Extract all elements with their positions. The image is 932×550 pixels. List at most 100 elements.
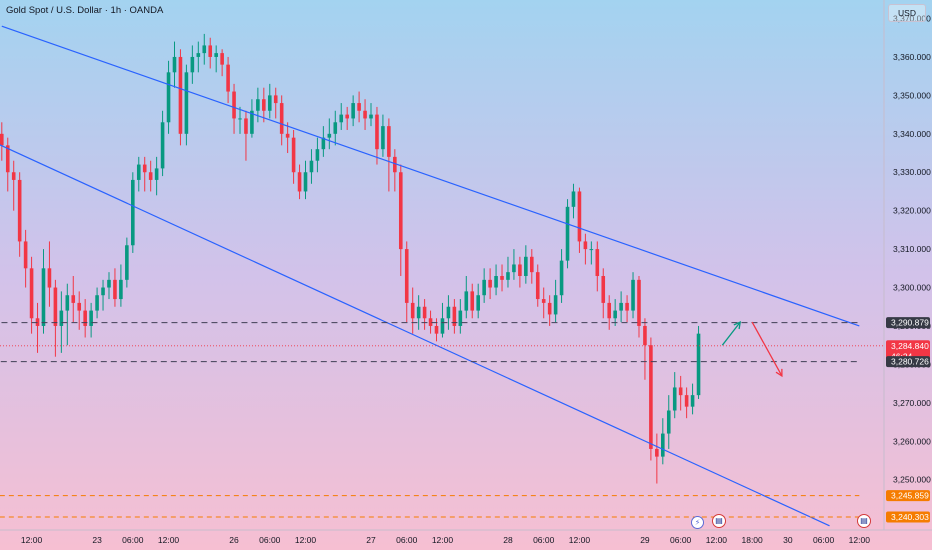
candle[interactable] <box>607 295 612 330</box>
drawings[interactable] <box>0 25 884 527</box>
candle[interactable] <box>214 45 218 73</box>
candle[interactable] <box>131 172 135 253</box>
candle[interactable] <box>428 310 433 334</box>
candle[interactable] <box>315 137 320 173</box>
candle[interactable] <box>506 256 510 288</box>
candle[interactable] <box>190 45 195 84</box>
candle[interactable] <box>148 160 153 192</box>
candle[interactable] <box>142 156 147 192</box>
candle[interactable] <box>113 268 117 307</box>
candle[interactable] <box>262 87 266 123</box>
candle[interactable] <box>29 256 34 334</box>
candle[interactable] <box>95 287 99 319</box>
candle[interactable] <box>559 249 564 303</box>
candle[interactable] <box>393 149 397 192</box>
candle[interactable] <box>17 172 22 257</box>
candle[interactable] <box>59 291 64 353</box>
candle[interactable] <box>571 183 576 219</box>
candle[interactable] <box>184 64 189 146</box>
candle[interactable] <box>136 156 141 192</box>
candle[interactable] <box>547 295 552 326</box>
candle[interactable] <box>279 95 284 146</box>
candle[interactable] <box>119 264 123 307</box>
candle[interactable] <box>226 56 230 104</box>
candle[interactable] <box>398 164 403 277</box>
candle[interactable] <box>345 106 349 130</box>
candle[interactable] <box>494 264 498 296</box>
candle[interactable] <box>452 299 457 334</box>
candle[interactable] <box>71 276 76 323</box>
candle[interactable] <box>327 118 332 150</box>
candle[interactable] <box>684 387 689 419</box>
candle[interactable] <box>529 249 534 284</box>
candle[interactable] <box>357 91 361 123</box>
candle[interactable] <box>0 122 4 161</box>
candle[interactable] <box>613 299 617 326</box>
candle[interactable] <box>351 95 355 127</box>
candle[interactable] <box>619 291 623 323</box>
candle[interactable] <box>125 237 129 288</box>
candle[interactable] <box>631 272 635 319</box>
candle[interactable] <box>23 229 28 288</box>
currency-button[interactable]: USD <box>888 4 926 22</box>
candle[interactable] <box>53 279 58 357</box>
candle[interactable] <box>256 87 260 123</box>
candle[interactable] <box>488 268 492 300</box>
us-flag-icon[interactable]: ▤ <box>857 514 871 528</box>
candle[interactable] <box>625 295 629 323</box>
candle[interactable] <box>172 41 177 88</box>
candle[interactable] <box>446 295 451 330</box>
candle[interactable] <box>107 272 111 300</box>
candle[interactable] <box>589 241 594 265</box>
candle[interactable] <box>440 302 445 338</box>
candle[interactable] <box>309 149 314 184</box>
candle[interactable] <box>41 249 46 334</box>
candle[interactable] <box>166 60 171 134</box>
candle[interactable] <box>666 395 671 449</box>
candle[interactable] <box>458 299 463 334</box>
candle[interactable] <box>5 137 10 192</box>
candle[interactable] <box>661 418 665 465</box>
candle[interactable] <box>83 299 87 338</box>
candle[interactable] <box>500 264 504 292</box>
candle[interactable] <box>577 187 582 253</box>
trendline[interactable] <box>1 25 860 327</box>
candle[interactable] <box>291 129 296 184</box>
candle[interactable] <box>655 433 659 484</box>
candle[interactable] <box>101 279 105 311</box>
candle[interactable] <box>321 126 326 157</box>
candle[interactable] <box>410 287 415 334</box>
candle[interactable] <box>238 106 242 134</box>
candle[interactable] <box>672 372 677 419</box>
candle[interactable] <box>476 283 480 319</box>
candle[interactable] <box>553 279 558 323</box>
candle[interactable] <box>565 199 570 269</box>
candle[interactable] <box>518 256 522 288</box>
candle[interactable] <box>595 241 600 292</box>
candle[interactable] <box>422 299 427 330</box>
candle[interactable] <box>637 276 641 338</box>
candle[interactable] <box>601 268 606 319</box>
candle[interactable] <box>381 114 385 157</box>
candle[interactable] <box>464 276 469 319</box>
candle[interactable] <box>404 241 409 323</box>
candle[interactable] <box>583 233 588 265</box>
candle[interactable] <box>369 103 373 127</box>
candle[interactable] <box>649 337 653 461</box>
candle[interactable] <box>387 118 391 192</box>
candle[interactable] <box>643 318 647 380</box>
candle[interactable] <box>35 302 40 353</box>
candle[interactable] <box>303 160 308 200</box>
candle[interactable] <box>160 110 165 177</box>
candle[interactable] <box>375 106 379 165</box>
us-flag-icon[interactable]: ▤ <box>712 514 726 528</box>
candle[interactable] <box>89 302 93 338</box>
candle[interactable] <box>178 49 183 146</box>
candle[interactable] <box>333 110 338 146</box>
candle[interactable] <box>363 99 367 130</box>
candle[interactable] <box>154 156 159 196</box>
candle[interactable] <box>678 375 683 411</box>
candle[interactable] <box>524 245 528 284</box>
candle[interactable] <box>208 37 213 69</box>
